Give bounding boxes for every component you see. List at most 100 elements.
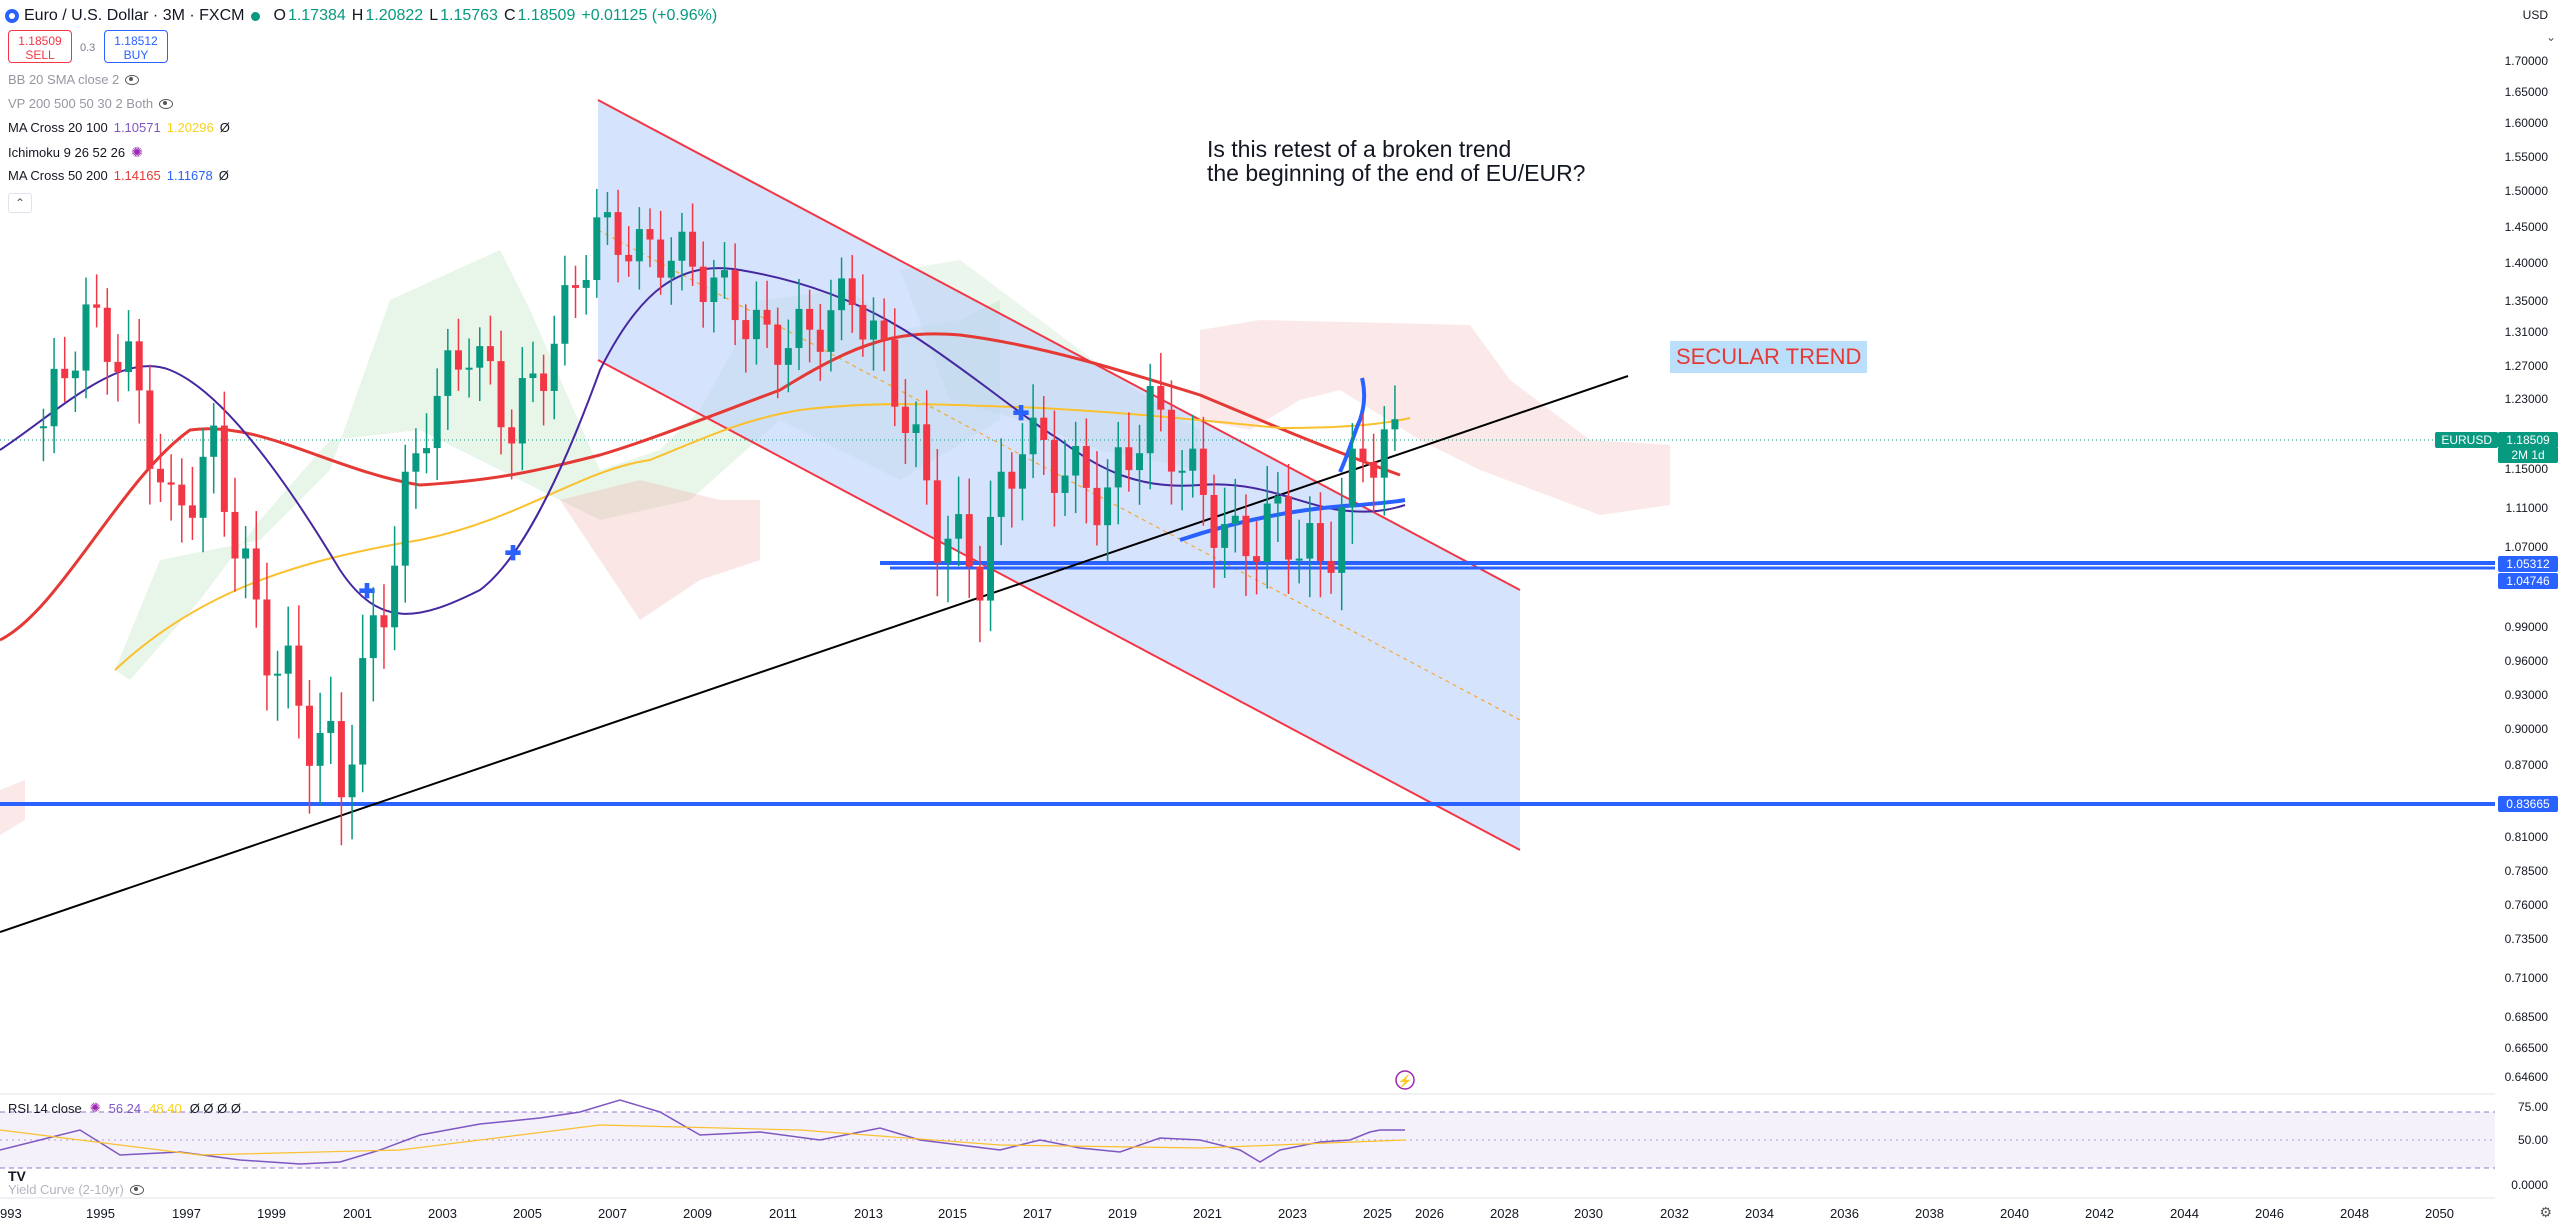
yield-curve-legend[interactable]: Yield Curve (2-10yr) [8,1182,144,1197]
candle-body [199,456,207,518]
indicator-bb[interactable]: BB 20 SMA close 2 [8,72,140,87]
price-tick: 1.23000 [2504,392,2548,406]
countdown-tag: 2M 1d [2498,447,2558,463]
candle-body [242,548,250,559]
candle-body [955,514,963,539]
price-tick: 1.27000 [2504,358,2548,373]
time-tick: 2028 [1490,1206,1519,1221]
candle-body [1178,470,1186,473]
candle-body [1231,515,1239,525]
price-tick: 0.68500 [2504,1009,2548,1024]
candle-body [859,304,867,340]
time-tick: 2046 [2255,1206,2284,1221]
time-tick: 993 [0,1206,22,1221]
buy-button[interactable]: 1.18512 BUY [104,30,168,63]
candle-body [1327,560,1335,573]
candle-body [39,426,47,429]
candle-body [593,217,601,281]
price-tick: 1.50000 [2504,184,2548,198]
candle-body [401,471,409,566]
time-tick: 2015 [938,1206,967,1221]
gear-icon[interactable]: ⚙ [2539,1204,2552,1220]
open-value: 1.17384 [287,7,346,24]
candle-body [1306,523,1314,559]
candle-body [93,304,101,308]
indicator-vp[interactable]: VP 200 500 50 30 2 Both [8,96,174,111]
change-value: +0.01125 (+0.96%) [581,7,718,24]
market-status-icon [251,11,261,21]
secular-trendline [0,375,1629,933]
indicator-ma-cross-50-200[interactable]: MA Cross 50 200 1.14165 1.11678 Ø [8,168,229,183]
candle-body [61,368,69,379]
time-tick: 2034 [1745,1206,1774,1221]
candle-body [784,348,792,365]
sell-button[interactable]: 1.18509 SELL [8,30,72,63]
candle-body [1072,445,1080,476]
candle-body [965,514,973,567]
candle-body [880,320,888,340]
candle-body [795,308,803,349]
candle-body [380,615,388,628]
indicator-ma-cross-20-100[interactable]: MA Cross 20 100 1.10571 1.20296 Ø [8,120,230,135]
annotation-secular-trend[interactable]: SECULAR TREND [1670,341,1868,373]
candle-body [1359,448,1367,462]
level-tag-2: 1.04746 [2498,573,2558,589]
hidden-eye-icon[interactable] [129,1184,144,1195]
hidden-eye-icon[interactable] [159,98,174,109]
annotation-question[interactable]: Is this retest of a broken trend the beg… [1207,136,1586,186]
candle-body [561,285,569,344]
ichimoku-cloud-red [560,480,760,620]
price-tick: 0.73500 [2504,932,2548,946]
candle-body [188,505,196,518]
candle-body [50,368,58,427]
candle-body [178,484,186,506]
cross-marker: ✚ [359,581,376,603]
candle-body [710,277,718,303]
price-tick: 1.45000 [2504,220,2548,234]
candle-body [1285,496,1293,560]
candle-body [976,566,984,601]
candle-body [731,270,739,321]
candle-body [316,732,324,766]
candle-body [1093,487,1101,526]
candle-body [103,307,111,362]
candle-body [156,468,164,483]
time-tick: 1997 [172,1206,201,1221]
price-tick: 0.90000 [2504,722,2548,736]
candle-body [838,278,846,311]
candle-body [167,482,175,485]
candle-body [274,673,282,676]
candle-body [71,370,79,379]
candle-body [369,615,377,659]
candle-body [454,350,462,370]
time-tick: 2038 [1915,1206,1944,1221]
price-tick: 1.65000 [2504,85,2548,99]
price-tick: 1.55000 [2504,150,2548,164]
exchange: FXCM [199,7,245,24]
time-tick: 2019 [1108,1206,1137,1221]
candle-body [1380,429,1388,478]
drawn-curve-upswing [1338,377,1367,473]
indicator-ichimoku[interactable]: Ichimoku 9 26 52 26 ✺ [8,144,143,160]
chevron-down-icon[interactable]: ⌄ [2545,30,2556,44]
candle-body [220,425,228,512]
symbol-legend[interactable]: Euro / U.S. Dollar · 3M · FXCM O 1.17384 … [0,2,717,30]
time-tick: 2021 [1193,1206,1222,1221]
candle-body [348,764,356,798]
ichimoku-cloud-red-3 [0,780,25,835]
rsi-legend[interactable]: RSI 14 close ✺ 56.24 48.40 Ø Ø Ø Ø [8,1100,241,1116]
candle-body [305,705,313,766]
candle-body [1189,448,1197,471]
hidden-eye-icon[interactable] [125,74,140,85]
candle-body [774,324,782,365]
price-tick: 0.93000 [2504,688,2548,702]
candle-body [465,367,473,370]
price-tick: 0.78500 [2504,864,2548,878]
candle-body [699,266,707,303]
channel-upper-line [597,99,1521,591]
currency-label[interactable]: USD [2522,8,2548,22]
price-tick: 0.76000 [2504,898,2548,912]
time-tick: 2030 [1574,1206,1603,1221]
collapse-legend-button[interactable]: ⌃ [8,193,32,213]
